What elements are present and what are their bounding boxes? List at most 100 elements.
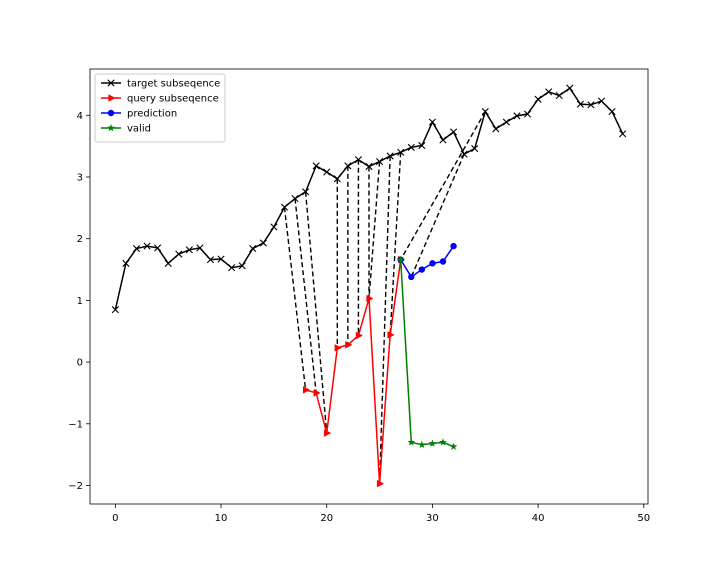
data-point [333, 175, 341, 183]
data-point [228, 264, 236, 272]
data-point [460, 150, 468, 158]
series-prediction [397, 242, 457, 281]
data-point [280, 203, 289, 211]
series-query-subseqence [302, 255, 406, 488]
x-tick-label: 0 [112, 513, 118, 524]
y-tick-label: −2 [68, 481, 83, 492]
legend-label: valid [127, 124, 151, 135]
data-point [450, 242, 457, 250]
data-point [376, 479, 385, 488]
data-point [122, 259, 130, 267]
data-point [587, 101, 595, 109]
data-point [418, 141, 426, 150]
data-point [418, 440, 426, 448]
data-point [397, 148, 405, 156]
data-point [439, 136, 447, 144]
series-layer [111, 84, 627, 488]
data-point [386, 152, 394, 160]
data-point [206, 256, 215, 264]
data-point [365, 162, 373, 171]
data-point [534, 95, 542, 103]
legend-marker [107, 109, 115, 117]
data-point [449, 128, 458, 136]
data-point [449, 442, 458, 450]
data-point [428, 118, 436, 126]
legend-marker [107, 124, 115, 132]
data-point [334, 344, 342, 352]
data-point [313, 389, 321, 397]
legend-label: prediction [127, 109, 177, 120]
data-point [396, 255, 405, 263]
data-point [175, 250, 183, 258]
data-point [619, 130, 627, 138]
alignment-link [389, 152, 402, 335]
y-axis: −2 −1 0 1 2 3 4 [68, 111, 90, 492]
data-point [302, 386, 311, 394]
alignment-link [283, 207, 307, 390]
data-point [323, 168, 331, 176]
x-tick-label: 10 [215, 513, 228, 524]
series-line [399, 259, 454, 448]
data-point [312, 162, 320, 170]
data-point [238, 262, 246, 270]
data-point [217, 255, 225, 263]
data-point [418, 266, 426, 273]
data-point [597, 97, 606, 105]
data-point [302, 188, 310, 196]
legend-marker [107, 79, 115, 87]
data-point [387, 331, 395, 339]
data-point [545, 88, 553, 96]
data-point [566, 84, 574, 92]
alignment-link [368, 161, 381, 299]
data-point [407, 438, 416, 446]
data-point [428, 439, 437, 447]
data-point [345, 340, 353, 349]
data-point [196, 244, 204, 252]
data-point [259, 239, 267, 247]
data-point [502, 118, 510, 126]
data-point [481, 107, 489, 116]
alignment-link [400, 111, 486, 261]
legend-box [94, 73, 226, 143]
legend: target subseqence query subseqence predict… [94, 73, 226, 143]
data-point [439, 438, 447, 446]
y-tick-label: 2 [77, 234, 83, 245]
x-tick-label: 50 [637, 513, 650, 524]
x-tick-label: 20 [320, 513, 333, 524]
data-point [111, 306, 119, 314]
data-point [408, 273, 415, 281]
legend-label: query subseqence [127, 94, 219, 105]
alignment-links [283, 111, 486, 484]
data-point [291, 194, 299, 203]
x-tick-label: 30 [426, 513, 439, 524]
alignment-link [410, 153, 465, 278]
y-tick-label: 0 [77, 358, 83, 369]
data-point [375, 157, 384, 166]
data-point [270, 223, 278, 231]
data-point [154, 244, 162, 252]
data-point [324, 429, 332, 437]
y-tick-label: 4 [77, 111, 83, 122]
data-point [164, 259, 172, 267]
alignment-link [304, 191, 328, 434]
alignment-link [378, 155, 391, 484]
y-tick-label: −1 [68, 419, 83, 430]
series-valid [396, 255, 458, 450]
data-point [355, 331, 363, 340]
legend-label: target subseqence [127, 79, 220, 90]
x-tick-label: 40 [532, 513, 545, 524]
data-point [523, 110, 532, 118]
y-tick-label: 1 [77, 296, 83, 307]
series-target-subseqence [111, 84, 627, 314]
data-point [354, 156, 363, 164]
data-point [471, 145, 479, 153]
alignment-link [294, 198, 317, 394]
data-point [513, 112, 521, 120]
data-point [132, 244, 141, 253]
data-point [439, 258, 447, 265]
data-point [608, 107, 616, 116]
data-point [366, 294, 374, 303]
data-point [344, 162, 352, 170]
data-point [492, 125, 500, 133]
data-point [429, 260, 436, 267]
